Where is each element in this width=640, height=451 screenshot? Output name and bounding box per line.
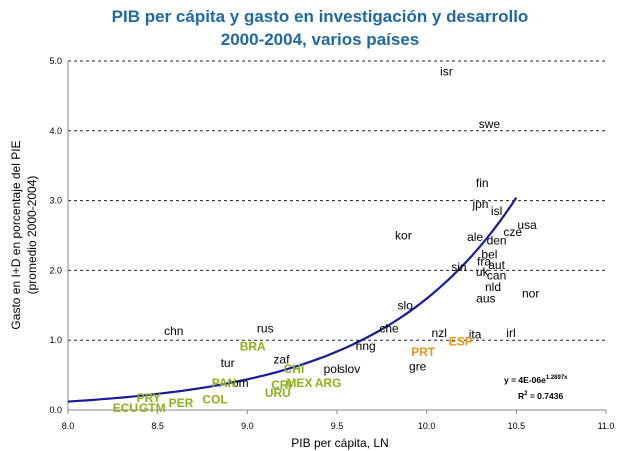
x-tick-label: 8.0 bbox=[62, 421, 75, 431]
point-label-pry: PRY bbox=[137, 391, 161, 405]
y-axis-title-line1: Gasto en I+D en porcentaje del PIE bbox=[9, 140, 23, 329]
point-label-irl: irl bbox=[506, 326, 515, 340]
point-label-chn: chn bbox=[164, 324, 183, 338]
point-label-rom: rom bbox=[228, 376, 249, 390]
trend-r2: R2 = 0.7436 bbox=[518, 391, 563, 401]
y-tick-label: 0.0 bbox=[49, 405, 62, 415]
x-tick-label: 10.0 bbox=[418, 421, 436, 431]
point-label-usa: usa bbox=[517, 218, 537, 232]
y-tick-label: 1.0 bbox=[49, 335, 62, 345]
y-tick-label: 3.0 bbox=[49, 196, 62, 206]
x-tick-label: 8.5 bbox=[151, 421, 164, 431]
point-label-aus: aus bbox=[476, 291, 495, 305]
trendline-group bbox=[67, 196, 518, 403]
point-label-nor: nor bbox=[522, 286, 539, 300]
point-label-slo: slo bbox=[397, 298, 413, 312]
point-label-ale: ale bbox=[467, 230, 483, 244]
point-label-cze: cze bbox=[503, 225, 522, 239]
point-label-tur: tur bbox=[221, 356, 235, 370]
point-label-pol: pol bbox=[324, 362, 340, 376]
point-label-cri: CRI bbox=[271, 378, 292, 392]
x-axis-title: PIB per cápita, LN bbox=[291, 436, 388, 450]
point-label-hng: hng bbox=[356, 339, 376, 353]
point-label-uk: uk bbox=[476, 265, 490, 279]
point-label-prt: PRT bbox=[411, 345, 436, 359]
tick-labels: 0.0 1.0 2.0 3.0 4.0 5.0 8.0 8.5 9.0 9.5 10.0 10.5 11… bbox=[49, 56, 614, 431]
point-label-ecu: ECU bbox=[113, 401, 138, 415]
point-label-can: can bbox=[487, 268, 506, 282]
point-label-esp: ESP bbox=[449, 335, 473, 349]
chart-title-line2: 2000-2004, varios países bbox=[220, 30, 420, 49]
axes bbox=[67, 61, 607, 414]
point-label-gtm: GTM bbox=[139, 401, 166, 415]
point-label-sin: sin bbox=[451, 260, 466, 274]
point-label-isl: isl bbox=[491, 204, 502, 218]
point-label-uru: URU bbox=[265, 386, 291, 400]
chart-title-line1: PIB per cápita y gasto en investigación … bbox=[111, 7, 529, 26]
point-label-jpn: jpn bbox=[471, 197, 488, 211]
x-tick-label: 11.0 bbox=[598, 421, 615, 431]
point-label-aut: aut bbox=[488, 258, 505, 272]
point-label-gre: gre bbox=[409, 360, 427, 374]
point-label-slov: slov bbox=[339, 362, 360, 376]
point-label-che: che bbox=[379, 321, 399, 335]
point-label-den: den bbox=[487, 233, 507, 247]
point-label-bel: bel bbox=[481, 247, 497, 261]
y-tick-label: 5.0 bbox=[49, 56, 62, 66]
point-label-arg: ARG bbox=[315, 376, 342, 390]
point-label-chi: CHI bbox=[284, 362, 305, 376]
point-label-zaf: zaf bbox=[273, 353, 290, 367]
trend-equation: y = 4E-06e1.2897x bbox=[504, 375, 568, 385]
point-label-per: PER bbox=[169, 396, 194, 410]
point-label-rus: rus bbox=[257, 321, 274, 335]
point-label-pan: PAN bbox=[212, 376, 236, 390]
y-tick-label: 4.0 bbox=[49, 126, 62, 136]
y-tick-label: 2.0 bbox=[49, 265, 62, 275]
point-label-isr: isr bbox=[440, 64, 453, 78]
point-label-swe: swe bbox=[479, 117, 501, 131]
trendline bbox=[67, 196, 518, 403]
point-label-fin: fin bbox=[476, 176, 489, 190]
point-label-nld: nld bbox=[485, 280, 501, 294]
point-label-kor: kor bbox=[395, 229, 412, 243]
point-label-mex: MEX bbox=[286, 376, 312, 390]
point-label-fra: fra bbox=[477, 254, 491, 268]
point-label-bra: BRA bbox=[240, 339, 266, 353]
x-tick-label: 9.0 bbox=[241, 421, 254, 431]
point-label-ita: ita bbox=[469, 328, 482, 342]
point-label-nzl: nzl bbox=[432, 326, 447, 340]
x-tick-label: 9.5 bbox=[331, 421, 344, 431]
x-tick-label: 10.5 bbox=[508, 421, 526, 431]
y-axis-title-line2: (promedio 2000-2004) bbox=[25, 176, 39, 295]
point-label-col: COL bbox=[202, 393, 227, 407]
